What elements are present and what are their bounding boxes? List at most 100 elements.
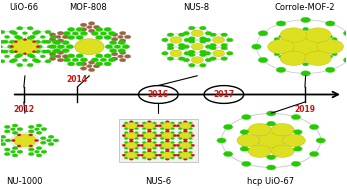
Circle shape [0,50,5,53]
Circle shape [265,148,270,150]
Circle shape [17,54,23,57]
Circle shape [140,125,144,127]
Circle shape [178,142,182,144]
Circle shape [188,142,192,144]
Circle shape [36,45,42,48]
Circle shape [32,51,36,53]
Circle shape [147,140,151,143]
Circle shape [176,144,180,146]
Circle shape [183,32,189,35]
Circle shape [184,121,187,123]
Circle shape [257,145,262,147]
Circle shape [137,154,141,156]
Circle shape [188,132,192,134]
Circle shape [129,121,133,123]
Circle shape [48,135,54,138]
Circle shape [135,151,138,153]
Circle shape [122,144,126,146]
Circle shape [142,151,146,153]
Circle shape [173,125,177,127]
Circle shape [68,54,75,58]
Circle shape [29,134,33,136]
Circle shape [124,132,128,134]
Ellipse shape [138,86,178,103]
Circle shape [5,55,9,58]
Circle shape [49,33,56,36]
Circle shape [257,133,262,136]
Circle shape [284,137,288,139]
Circle shape [294,130,302,134]
Circle shape [223,125,233,129]
Circle shape [124,122,128,124]
Circle shape [42,40,48,43]
Circle shape [160,128,164,130]
Circle shape [45,30,51,34]
Circle shape [184,148,187,150]
Circle shape [184,38,191,42]
Circle shape [14,51,17,53]
Circle shape [178,137,182,139]
Circle shape [178,147,182,149]
Circle shape [10,46,14,48]
Circle shape [280,28,307,42]
Circle shape [40,36,45,38]
Circle shape [332,53,337,56]
Circle shape [36,46,40,48]
Circle shape [267,155,275,160]
Circle shape [257,133,285,148]
Circle shape [210,33,216,36]
Circle shape [104,36,111,40]
Circle shape [273,131,277,133]
Circle shape [247,130,251,132]
Circle shape [95,54,103,58]
Circle shape [9,50,15,53]
Circle shape [23,32,27,35]
Circle shape [45,50,51,53]
Circle shape [88,61,95,64]
Circle shape [27,54,33,57]
Circle shape [322,53,328,56]
Circle shape [27,64,33,67]
Circle shape [50,55,56,58]
Circle shape [184,139,187,140]
Circle shape [135,147,138,149]
Circle shape [93,26,100,29]
Circle shape [62,49,69,53]
Circle shape [176,154,180,156]
Circle shape [17,145,21,147]
Circle shape [124,157,128,159]
Circle shape [167,43,174,47]
Circle shape [295,145,299,147]
Circle shape [188,122,192,124]
Circle shape [171,151,175,153]
Circle shape [191,135,195,137]
Circle shape [11,32,17,35]
Circle shape [5,36,9,38]
Circle shape [53,49,61,53]
Circle shape [88,29,95,33]
Circle shape [200,64,206,67]
Circle shape [173,135,177,137]
Circle shape [282,134,305,147]
Circle shape [15,55,20,58]
Circle shape [274,38,280,41]
Circle shape [283,38,289,41]
Circle shape [322,38,328,41]
Circle shape [310,125,319,129]
Circle shape [46,139,51,142]
Circle shape [294,147,302,151]
Circle shape [34,150,39,153]
Circle shape [166,139,169,140]
Circle shape [124,147,128,149]
Circle shape [205,32,212,35]
Circle shape [160,132,164,134]
Circle shape [162,142,173,149]
Circle shape [310,152,319,156]
Circle shape [88,68,95,72]
Circle shape [178,57,185,60]
Circle shape [200,40,206,43]
Circle shape [11,139,15,141]
Circle shape [35,60,41,63]
Circle shape [160,142,164,144]
Circle shape [217,138,226,143]
